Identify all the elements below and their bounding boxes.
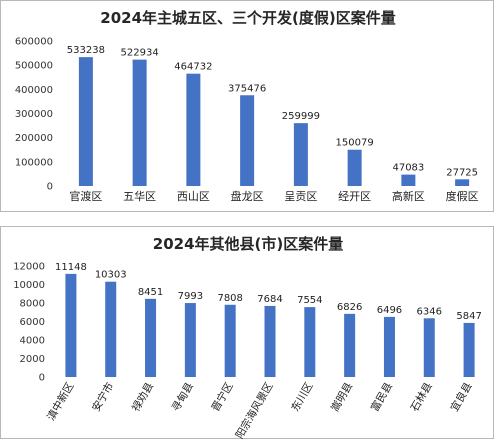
- data-label: 533238: [67, 45, 105, 56]
- y-tick-label: 0: [47, 182, 53, 193]
- data-label: 259999: [282, 111, 320, 122]
- category-label: 安宁市: [89, 380, 116, 414]
- data-label: 7554: [297, 295, 322, 306]
- bar: [455, 179, 470, 186]
- bar: [463, 322, 475, 377]
- category-label: 宜良县: [448, 380, 475, 414]
- category-label: 嵩明县: [329, 381, 355, 414]
- data-label: 7993: [178, 291, 203, 302]
- bar: [401, 174, 416, 186]
- y-tick-label: 12000: [13, 262, 45, 273]
- data-label: 6496: [377, 305, 402, 316]
- y-tick-label: 600000: [15, 37, 53, 48]
- category-label: 寻甸县: [169, 380, 196, 414]
- category-label: 西山区: [177, 190, 210, 203]
- bar: [145, 298, 157, 377]
- data-label: 464732: [174, 62, 212, 73]
- bar: [293, 123, 308, 186]
- y-tick-label: 400000: [15, 85, 53, 96]
- category-label: 高新区: [392, 189, 425, 203]
- y-tick-label: 300000: [15, 109, 53, 120]
- bar: [423, 318, 435, 377]
- y-tick-label: 4000: [20, 336, 45, 347]
- category-label: 东川区: [288, 380, 315, 414]
- category-label: 阳宗海风景区: [233, 380, 276, 440]
- chart-panel-other-counties: 2024年其他县(市)区案件量 0 2000 4000 6000 8000 10000 12…: [0, 226, 494, 440]
- data-label: 11148: [55, 262, 87, 273]
- category-label: 经开区: [338, 190, 371, 203]
- category-label: 五华区: [123, 189, 156, 203]
- category-label: 呈贡区: [284, 190, 317, 203]
- data-label: 7808: [217, 293, 242, 304]
- data-label: 6346: [417, 306, 442, 317]
- category-label: 富民县: [368, 380, 395, 414]
- y-tick-label: 0: [39, 373, 45, 384]
- data-label: 522934: [121, 48, 159, 59]
- category-label: 晋宁区: [209, 380, 236, 414]
- bar: [132, 59, 147, 186]
- y-tick-label: 200000: [15, 133, 53, 144]
- bar: [347, 149, 362, 186]
- category-label: 盘龙区: [231, 189, 264, 203]
- bar: [224, 304, 236, 377]
- category-label: 石林县: [408, 380, 435, 414]
- category-label: 度假区: [446, 189, 479, 203]
- bar: [65, 273, 77, 377]
- data-label: 6826: [337, 302, 362, 313]
- y-tick-label: 100000: [15, 157, 53, 168]
- chart-main-districts: 2024年主城五区、三个开发(度假)区案件量 0 100000 200000 3000…: [15, 9, 479, 203]
- y-tick-label: 500000: [15, 61, 53, 72]
- data-label: 10303: [95, 270, 127, 281]
- data-label: 7684: [257, 294, 282, 305]
- bar: [264, 305, 276, 377]
- chart-panel-main-districts: 2024年主城五区、三个开发(度假)区案件量 0 100000 200000 3000…: [0, 0, 494, 212]
- y-tick-label: 10000: [13, 280, 45, 291]
- bar: [383, 316, 395, 377]
- bar: [186, 73, 201, 186]
- bar: [184, 303, 196, 377]
- bar: [304, 307, 316, 377]
- bar: [105, 281, 117, 377]
- y-tick-label: 2000: [20, 354, 45, 365]
- chart-title: 2024年主城五区、三个开发(度假)区案件量: [100, 9, 395, 27]
- data-label: 150079: [336, 138, 374, 149]
- data-label: 375476: [228, 83, 266, 94]
- data-label: 27725: [446, 167, 478, 178]
- chart-other-counties: 2024年其他县(市)区案件量 0 2000 4000 6000 8000 10000 12…: [13, 235, 482, 440]
- y-tick-label: 8000: [20, 299, 45, 310]
- chart-title: 2024年其他县(市)区案件量: [153, 235, 343, 253]
- data-label: 8451: [138, 287, 163, 298]
- bar: [240, 95, 255, 186]
- data-label: 47083: [392, 163, 424, 174]
- category-label: 官渡区: [69, 189, 102, 203]
- category-label: 禄劝县: [129, 380, 156, 414]
- bar: [78, 57, 93, 186]
- category-label: 滇中新区: [44, 380, 76, 423]
- bar: [344, 313, 356, 377]
- y-tick-label: 6000: [20, 317, 45, 328]
- data-label: 5847: [456, 311, 481, 322]
